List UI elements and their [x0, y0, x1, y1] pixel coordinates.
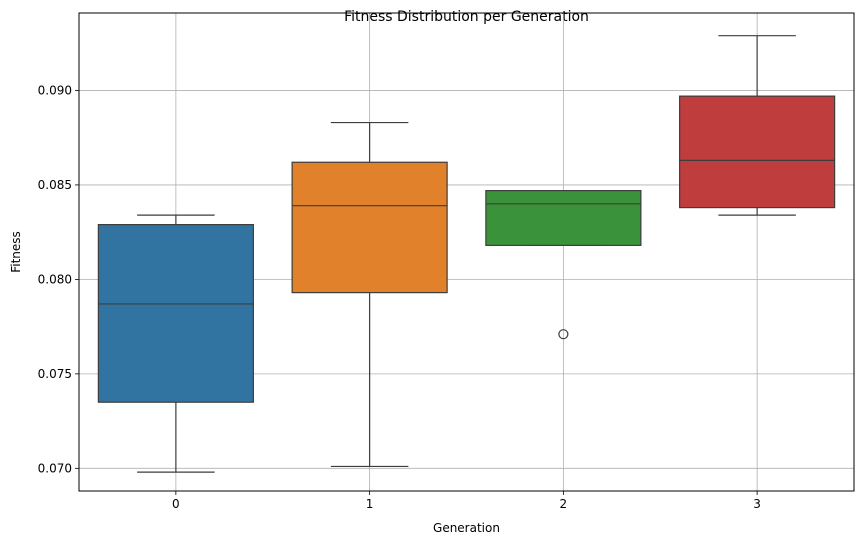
box-group-gen-3 [679, 35, 836, 216]
plot-frame [78, 12, 855, 492]
box-group-gen-2 [485, 189, 642, 340]
x-axis-label: Generation [433, 521, 500, 535]
y-tick-label: 0.080 [38, 272, 72, 286]
y-tick-label: 0.090 [38, 83, 72, 97]
x-tick-label: 3 [753, 497, 761, 511]
y-tick-label: 0.075 [38, 367, 72, 381]
x-tick-label: 2 [560, 497, 568, 511]
box [97, 224, 254, 403]
y-tick-label: 0.070 [38, 461, 72, 475]
box [679, 95, 836, 209]
box-group-gen-0 [97, 214, 254, 473]
y-tick-label: 0.085 [38, 178, 72, 192]
box-group-gen-1 [291, 121, 448, 468]
axes: 0.070 0.075 0.080 0.085 0.090 0 1 2 3 [38, 83, 761, 511]
y-axis-label: Fitness [9, 231, 23, 273]
boxes [97, 35, 836, 473]
box [291, 161, 448, 294]
outlier-point [558, 329, 569, 340]
x-tick-label: 0 [172, 497, 180, 511]
chart-title: Fitness Distribution per Generation [344, 9, 589, 25]
x-tick-label: 1 [366, 497, 374, 511]
box [485, 189, 642, 246]
